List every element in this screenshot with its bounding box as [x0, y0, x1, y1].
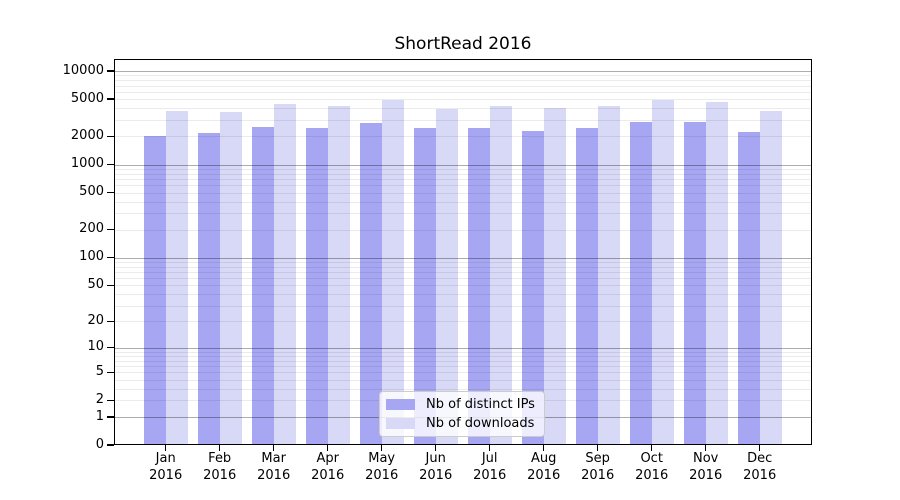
x-tick-mark-nov: [704, 445, 707, 451]
bar-ips-nov: [683, 122, 706, 445]
bar-downloads-oct: [651, 100, 674, 445]
bar-downloads-dec: [759, 111, 782, 445]
x-tick-mark-jun: [434, 445, 437, 451]
x-tick-mark-jul: [488, 445, 491, 451]
x-tick-mark-jan: [164, 445, 167, 451]
bar-downloads-jun: [435, 108, 458, 445]
legend-swatch-distinct-ips: [386, 399, 415, 410]
y-tick-label-1000: 1000: [70, 156, 104, 172]
y-tick-label-10: 10: [87, 339, 104, 355]
y-tick-label-1: 1: [95, 408, 104, 424]
y-tick-mark-10: [107, 346, 114, 349]
x-tick-label-dec: Dec 2016: [743, 451, 777, 483]
bar-ips-jul: [467, 127, 490, 445]
bar-ips-oct: [629, 122, 652, 445]
bar-downloads-apr: [327, 105, 350, 445]
legend: Nb of distinct IPs Nb of downloads: [379, 391, 545, 437]
x-tick-label-sep: Sep 2016: [581, 451, 615, 483]
x-tick-mark-sep: [596, 445, 599, 451]
y-tick-mark-2000: [107, 135, 114, 138]
x-tick-label-jul: Jul 2016: [473, 451, 507, 483]
legend-label-distinct-ips: Nb of distinct IPs: [426, 397, 535, 412]
bar-ips-jun: [413, 128, 436, 445]
y-tick-label-100: 100: [79, 249, 104, 265]
x-tick-mark-dec: [758, 445, 761, 451]
y-tick-label-0: 0: [95, 436, 104, 452]
x-tick-label-apr: Apr 2016: [311, 451, 345, 483]
y-tick-label-500: 500: [79, 184, 104, 200]
bar-downloads-nov: [705, 101, 728, 445]
y-tick-label-200: 200: [79, 221, 104, 237]
y-tick-label-5: 5: [95, 364, 104, 380]
y-tick-label-10000: 10000: [62, 62, 104, 78]
x-tick-label-jun: Jun 2016: [419, 451, 453, 483]
x-tick-label-may: May 2016: [365, 451, 399, 483]
bar-ips-apr: [305, 127, 328, 445]
bar-downloads-feb: [219, 112, 242, 445]
bar-ips-may: [359, 122, 382, 445]
plot-area: [114, 59, 812, 445]
bar-downloads-jul: [489, 105, 512, 445]
bar-ips-jan: [143, 136, 166, 445]
y-tick-mark-1: [107, 416, 114, 418]
bar-downloads-may: [381, 99, 404, 445]
y-tick-mark-2: [107, 399, 114, 402]
x-tick-mark-oct: [650, 445, 653, 451]
x-tick-mark-may: [380, 445, 383, 451]
y-tick-mark-500: [107, 191, 114, 194]
x-tick-label-jan: Jan 2016: [149, 451, 183, 483]
bar-ips-aug: [521, 131, 544, 445]
y-tick-mark-10000: [107, 70, 114, 72]
y-tick-label-20: 20: [87, 313, 104, 329]
x-tick-label-aug: Aug 2016: [527, 451, 561, 483]
bar-ips-sep: [575, 128, 598, 445]
y-tick-mark-20: [107, 320, 114, 323]
x-tick-mark-mar: [272, 445, 275, 451]
bar-downloads-mar: [273, 104, 296, 445]
y-tick-mark-1000: [107, 163, 114, 166]
y-tick-mark-0: [107, 444, 114, 446]
bar-downloads-sep: [597, 106, 620, 445]
x-tick-label-mar: Mar 2016: [257, 451, 291, 483]
y-tick-label-50: 50: [87, 277, 104, 293]
legend-item-downloads: Nb of downloads: [386, 416, 538, 431]
x-tick-label-oct: Oct 2016: [635, 451, 669, 483]
y-tick-label-5000: 5000: [70, 90, 104, 106]
y-tick-mark-100: [107, 256, 114, 259]
y-tick-mark-200: [107, 228, 114, 231]
bar-downloads-jan: [165, 111, 188, 445]
x-tick-mark-aug: [542, 445, 545, 451]
legend-swatch-downloads: [386, 418, 415, 429]
x-tick-mark-feb: [218, 445, 221, 451]
x-tick-label-feb: Feb 2016: [203, 451, 237, 483]
y-tick-mark-5: [107, 371, 114, 374]
bar-ips-feb: [197, 132, 220, 445]
y-tick-label-2: 2: [95, 392, 104, 408]
legend-item-distinct-ips: Nb of distinct IPs: [386, 397, 538, 412]
y-tick-mark-5000: [107, 98, 114, 100]
bars-layer: [114, 59, 812, 445]
bar-ips-dec: [737, 132, 760, 445]
y-tick-label-2000: 2000: [70, 128, 104, 144]
y-tick-mark-50: [107, 284, 114, 287]
legend-label-downloads: Nb of downloads: [426, 416, 535, 431]
x-tick-label-nov: Nov 2016: [689, 451, 723, 483]
bar-ips-mar: [251, 127, 274, 445]
chart-title: ShortRead 2016: [394, 34, 532, 54]
bar-downloads-aug: [543, 107, 566, 445]
x-tick-mark-apr: [326, 445, 329, 451]
